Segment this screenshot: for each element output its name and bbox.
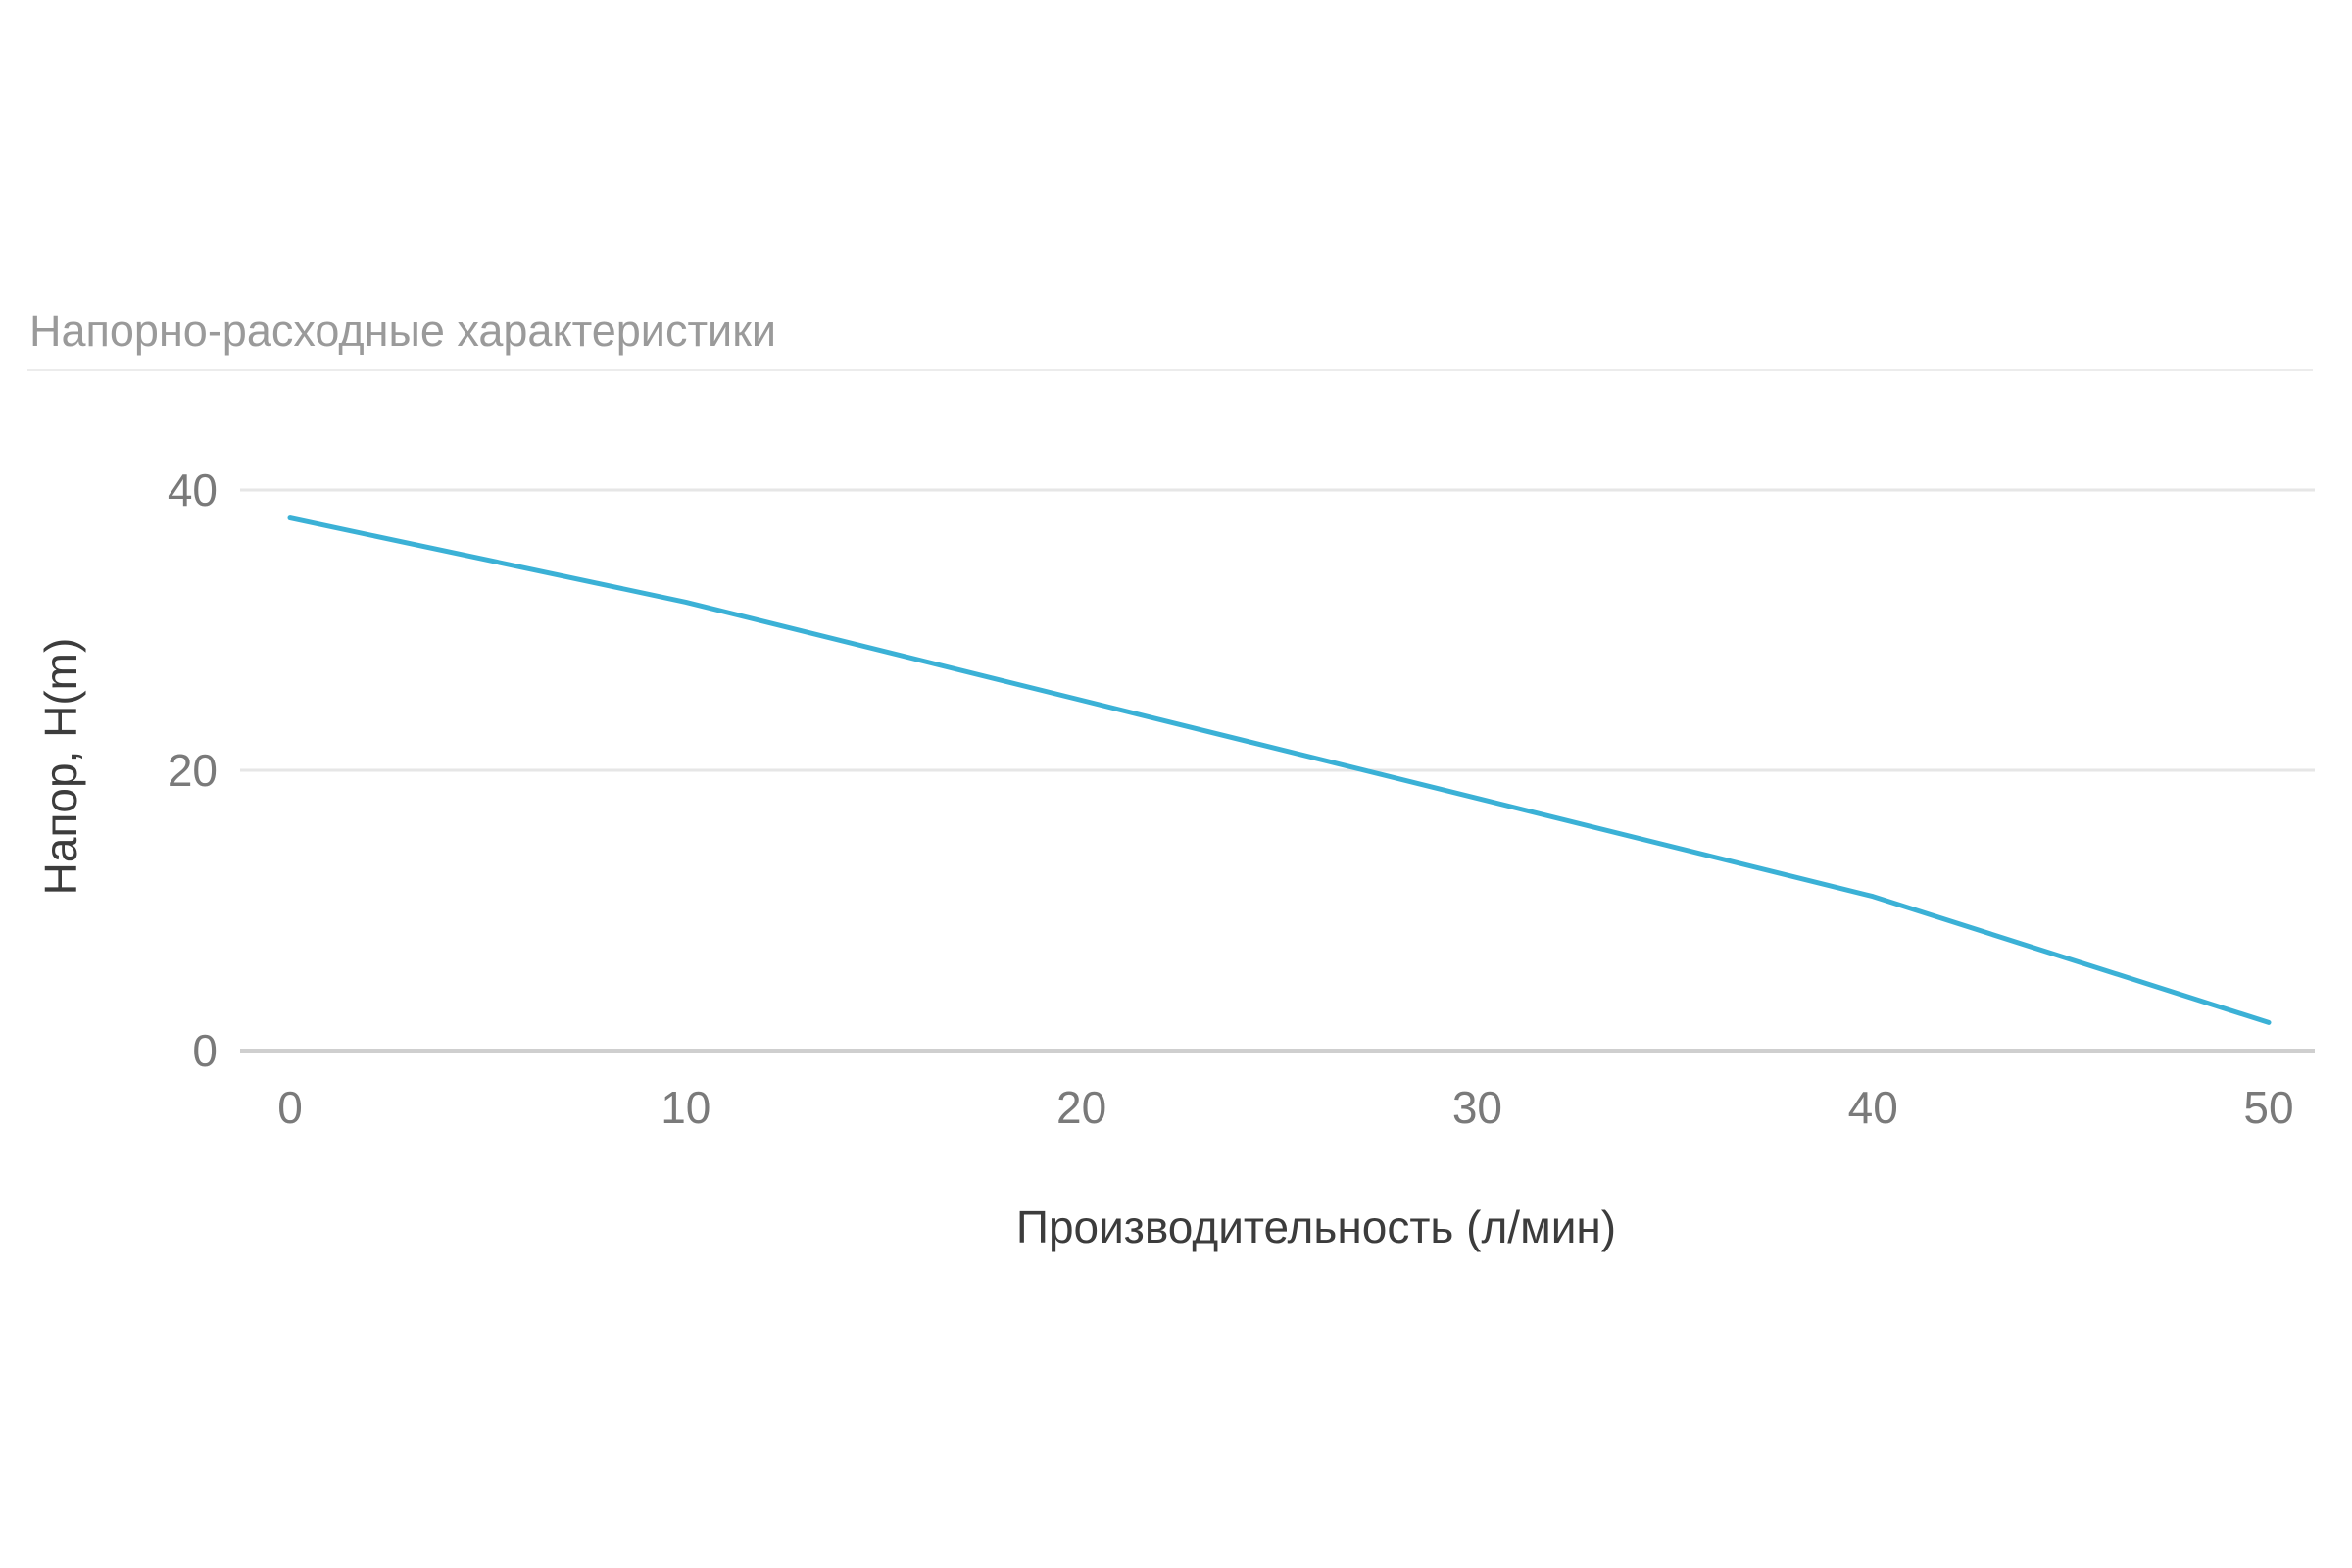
title-divider: [27, 369, 2313, 371]
label-layer: 0 20 40 0 10 20 30 40 50: [168, 465, 2294, 1133]
y-tick-label: 40: [168, 465, 218, 515]
series-layer: [287, 515, 2272, 1025]
grid-layer: [240, 488, 2315, 1053]
x-tick-label: 20: [1056, 1082, 1106, 1133]
x-tick-label: 10: [661, 1082, 710, 1133]
y-tick-label: 0: [192, 1025, 218, 1076]
panel-title: Напорно-расходные характеристики: [29, 306, 777, 356]
y-axis-title: Напор, H(m): [35, 638, 86, 896]
x-tick-label: 30: [1452, 1082, 1502, 1133]
x-tick-label: 0: [277, 1082, 303, 1133]
x-axis-title: Производительность (л/мин): [1016, 1201, 1616, 1252]
x-tick-label: 40: [1848, 1082, 1898, 1133]
y-tick-label: 20: [168, 745, 218, 796]
series-line: [287, 515, 2272, 1025]
x-tick-label: 50: [2243, 1082, 2293, 1133]
